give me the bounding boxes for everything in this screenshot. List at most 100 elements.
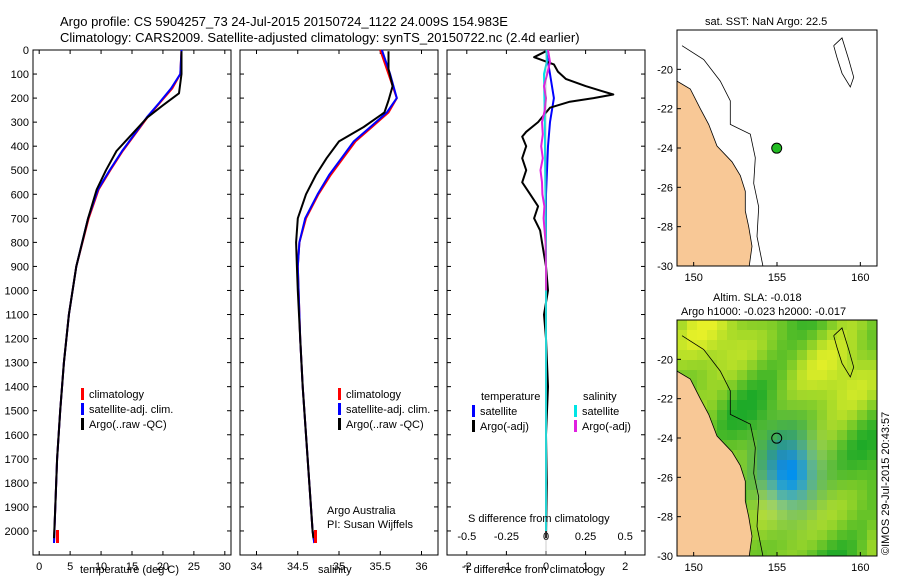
sla-cell (837, 380, 847, 390)
sla-cell (827, 480, 837, 490)
series-line-differences (521, 50, 615, 539)
figure-title-line2: Climatology: CARS2009. Satellite-adjuste… (60, 30, 580, 45)
sla-cell (747, 340, 757, 350)
sla-cell (747, 500, 757, 510)
sla-cell (837, 440, 847, 450)
sla-cell (747, 550, 757, 556)
sla-cell (847, 500, 857, 510)
sla-cell (707, 360, 717, 370)
sla-cell (827, 490, 837, 500)
xtick-label-temperature: 10 (95, 561, 107, 573)
sla-cell (817, 400, 827, 410)
sla-cell (867, 420, 877, 430)
sla-cell (707, 390, 717, 400)
sla-cell (787, 500, 797, 510)
sla-cell (787, 460, 797, 470)
sla-cell (767, 390, 777, 400)
series-line-differences (539, 49, 551, 291)
sla-cell (827, 500, 837, 510)
sla-cell (817, 470, 827, 480)
sla-cell (777, 440, 787, 450)
sla-cell (797, 410, 807, 420)
legend-swatch-salinity (338, 388, 341, 400)
sla-cell (777, 530, 787, 540)
sla-cell (697, 330, 707, 340)
sla-cell (827, 540, 837, 550)
sla-cell (817, 320, 827, 330)
map-ytick-label-sla_map: -30 (657, 551, 673, 563)
xtick-top-label-s-diff: 0.5 (618, 531, 633, 543)
sla-cell (837, 400, 847, 410)
sla-cell (777, 370, 787, 380)
map-ytick-label-sla_map: -26 (657, 472, 673, 484)
sla-cell (757, 380, 767, 390)
sla-cell (687, 350, 697, 360)
sla-cell (847, 390, 857, 400)
xtick-label-temperature: 30 (219, 561, 231, 573)
sla-cell (747, 460, 757, 470)
sla-cell (867, 380, 877, 390)
sla-cell (857, 520, 867, 530)
sla-cell (717, 430, 727, 440)
sla-cell (787, 490, 797, 500)
sla-cell (727, 390, 737, 400)
sla-cell (747, 370, 757, 380)
sla-cell (857, 450, 867, 460)
xtick-label-differences: -2 (462, 561, 472, 573)
sla-cell (747, 490, 757, 500)
sla-cell (797, 510, 807, 520)
sla-cell (857, 500, 867, 510)
diff-xlabel-bottom: T difference from climatology (464, 564, 605, 576)
sla-cell (767, 420, 777, 430)
sla-cell (757, 370, 767, 380)
sla-cell (787, 350, 797, 360)
sla-cell (767, 490, 777, 500)
sla-cell (777, 360, 787, 370)
sla-cell (767, 360, 777, 370)
sla-cell (857, 340, 867, 350)
sla-cell (797, 340, 807, 350)
sla-cell (767, 530, 777, 540)
sla-cell (717, 420, 727, 430)
sla-cell (737, 450, 747, 460)
map-ytick-label-sst_map: -26 (657, 182, 673, 194)
sla-cell (847, 320, 857, 330)
sla-cell (717, 350, 727, 360)
sla-cell (777, 460, 787, 470)
sla-cell (867, 540, 877, 550)
series-line-temperature (53, 51, 183, 539)
sla-cell (847, 400, 857, 410)
sla-cell (757, 480, 767, 490)
xtick-label-salinity: 35 (333, 561, 345, 573)
sla-cell (747, 520, 757, 530)
sla-cell (807, 400, 817, 410)
sla-cell (757, 330, 767, 340)
sla-cell (747, 390, 757, 400)
sla-cell (797, 390, 807, 400)
sla-cell (677, 320, 687, 330)
ytick-label-depth: 800 (11, 237, 29, 249)
sla-cell (857, 540, 867, 550)
sla-cell (747, 320, 757, 330)
xtick-label-differences: -1 (502, 561, 512, 573)
sla-cell (817, 410, 827, 420)
sla-cell (857, 420, 867, 430)
sla-cell (857, 440, 867, 450)
sla-cell (727, 420, 737, 430)
diff-legend-swatch (574, 420, 577, 432)
sla-cell (837, 350, 847, 360)
sla-cell (857, 360, 867, 370)
sla-cell (727, 440, 737, 450)
sla-cell (817, 460, 827, 470)
sla-cell (827, 350, 837, 360)
diff-legend-label: satellite (480, 406, 517, 418)
ytick-label-depth: 700 (11, 213, 29, 225)
sla-cell (747, 350, 757, 360)
sla-cell (837, 360, 847, 370)
sla-cell (867, 410, 877, 420)
sla-cell (747, 380, 757, 390)
sla-cell (797, 460, 807, 470)
sla-cell (817, 390, 827, 400)
sla-cell (777, 500, 787, 510)
